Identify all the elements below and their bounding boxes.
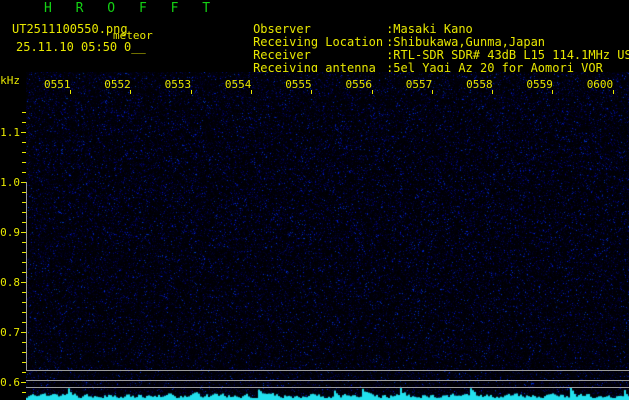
app-title: H R O F F T [44, 1, 219, 16]
x-axis-tick [431, 90, 433, 94]
info-key-observer: Observer [253, 22, 311, 36]
x-axis-tick [492, 90, 494, 94]
info-row-observer: Observer:Masaki Kano [176, 8, 629, 36]
y-axis-tick-minor [22, 352, 26, 353]
observation-info-block: Observer:Masaki Kano Receiving Location:… [176, 8, 629, 75]
x-axis-tick [250, 90, 252, 94]
x-axis-tick [552, 90, 554, 94]
x-axis-label: 0551 [44, 78, 71, 91]
y-axis-tick-major [21, 332, 26, 333]
spectrogram-noise-canvas [26, 72, 629, 400]
y-axis-tick-minor [22, 142, 26, 143]
x-axis-label: 0557 [405, 78, 433, 91]
y-axis-tick-minor [22, 322, 26, 323]
header-panel: H R O F F T UT2511100550.png meteor 25.1… [0, 0, 629, 75]
y-axis-tick-minor [22, 122, 26, 123]
horizontal-axis-line-lower [26, 387, 629, 388]
y-axis-tick-minor [22, 162, 26, 163]
x-axis-tick [130, 90, 132, 94]
y-axis-tick-minor [22, 202, 26, 203]
x-axis-label: 0553 [164, 78, 192, 91]
y-axis-tick-minor [22, 312, 26, 313]
y-axis-tick-minor [22, 212, 26, 213]
y-axis-tick-minor [22, 392, 26, 393]
y-axis: kHz 1.1 1.0 0.9 0.8 0.7 0.6 [0, 70, 26, 400]
horizontal-axis-line-upper [26, 370, 629, 371]
y-axis-tick-major [21, 132, 26, 133]
x-axis-label: 0556 [345, 78, 373, 91]
y-axis-tick-minor [22, 222, 26, 223]
info-row-receiver: Receiver:RTL-SDR SDR# 43dB L15 114.1MHz … [176, 34, 629, 62]
info-value-observer: Masaki Kano [393, 22, 473, 36]
y-axis-tick-minor [22, 242, 26, 243]
y-axis-tick-minor [22, 152, 26, 153]
x-axis-label: 0600 [586, 78, 614, 91]
y-axis-tick-minor [22, 272, 26, 273]
y-axis-label: 1.0 [0, 176, 20, 189]
x-axis-label: 0555 [285, 78, 312, 91]
filename-label: UT2511100550.png [12, 22, 128, 36]
x-axis-label: 0554 [224, 78, 252, 91]
event-tag-label: meteor [113, 29, 153, 42]
y-axis-tick-major [21, 382, 26, 383]
observation-count-label: 0__ [124, 40, 146, 54]
info-sep-observer: : [386, 22, 394, 36]
info-value-receiving-location: Shibukawa,Gunma,Japan [393, 35, 546, 49]
info-row-receiving-location: Receiving Location:Shibukawa,Gunma,Japan [176, 21, 629, 49]
x-axis-tick [371, 90, 373, 94]
y-axis-label: 0.9 [0, 226, 20, 239]
y-axis-label: 1.1 [0, 126, 20, 139]
y-axis-tick-minor [22, 362, 26, 363]
info-key-receiver: Receiver [253, 48, 311, 62]
y-axis-tick-minor [22, 292, 26, 293]
x-axis-tick [311, 90, 313, 94]
x-axis-label: 0552 [104, 78, 131, 91]
x-axis-tick [612, 90, 614, 94]
y-axis-label: 0.6 [0, 376, 20, 389]
info-key-receiving-location: Receiving Location [253, 35, 384, 49]
y-axis-tick-minor [22, 252, 26, 253]
y-axis-tick-major [21, 282, 26, 283]
y-axis-tick-minor [22, 192, 26, 193]
instantaneous-spectrum-trace [26, 388, 629, 400]
y-axis-tick-minor [22, 172, 26, 173]
horizontal-axis-line-middle [26, 380, 629, 381]
x-axis-tick [70, 90, 71, 94]
y-axis-tick-major [21, 232, 26, 233]
y-axis-tick-minor [22, 342, 26, 343]
y-axis-tick-minor [22, 112, 26, 113]
y-axis-tick-minor [22, 372, 26, 373]
y-axis-label: 0.8 [0, 276, 20, 289]
info-key-receiving-antenna: Receiving antenna [253, 61, 376, 75]
y-axis-tick-major [21, 182, 26, 183]
y-axis-tick-minor [22, 302, 26, 303]
info-sep-receiving-location: : [386, 35, 394, 49]
spectrogram-plot [26, 72, 629, 400]
y-axis-label: 0.7 [0, 326, 20, 339]
info-sep-receiving-antenna: : [386, 61, 394, 75]
info-value-receiver: RTL-SDR SDR# 43dB L15 114.1MHz USB [393, 48, 629, 62]
y-axis-unit-label: kHz [0, 74, 20, 87]
x-axis-tick [190, 90, 192, 94]
datetime-label: 25.11.10 05:50 [16, 40, 118, 54]
x-axis-label: 0558 [466, 78, 493, 91]
info-sep-receiver: : [386, 48, 394, 62]
info-value-receiving-antenna: 5el Yagi Az 20 for Aomori VOR [393, 61, 603, 75]
x-axis-label: 0559 [526, 78, 553, 91]
y-axis-tick-minor [22, 262, 26, 263]
vertical-axis-line [26, 182, 27, 370]
info-row-receiving-antenna: Receiving antenna:5el Yagi Az 20 for Aom… [176, 47, 629, 75]
